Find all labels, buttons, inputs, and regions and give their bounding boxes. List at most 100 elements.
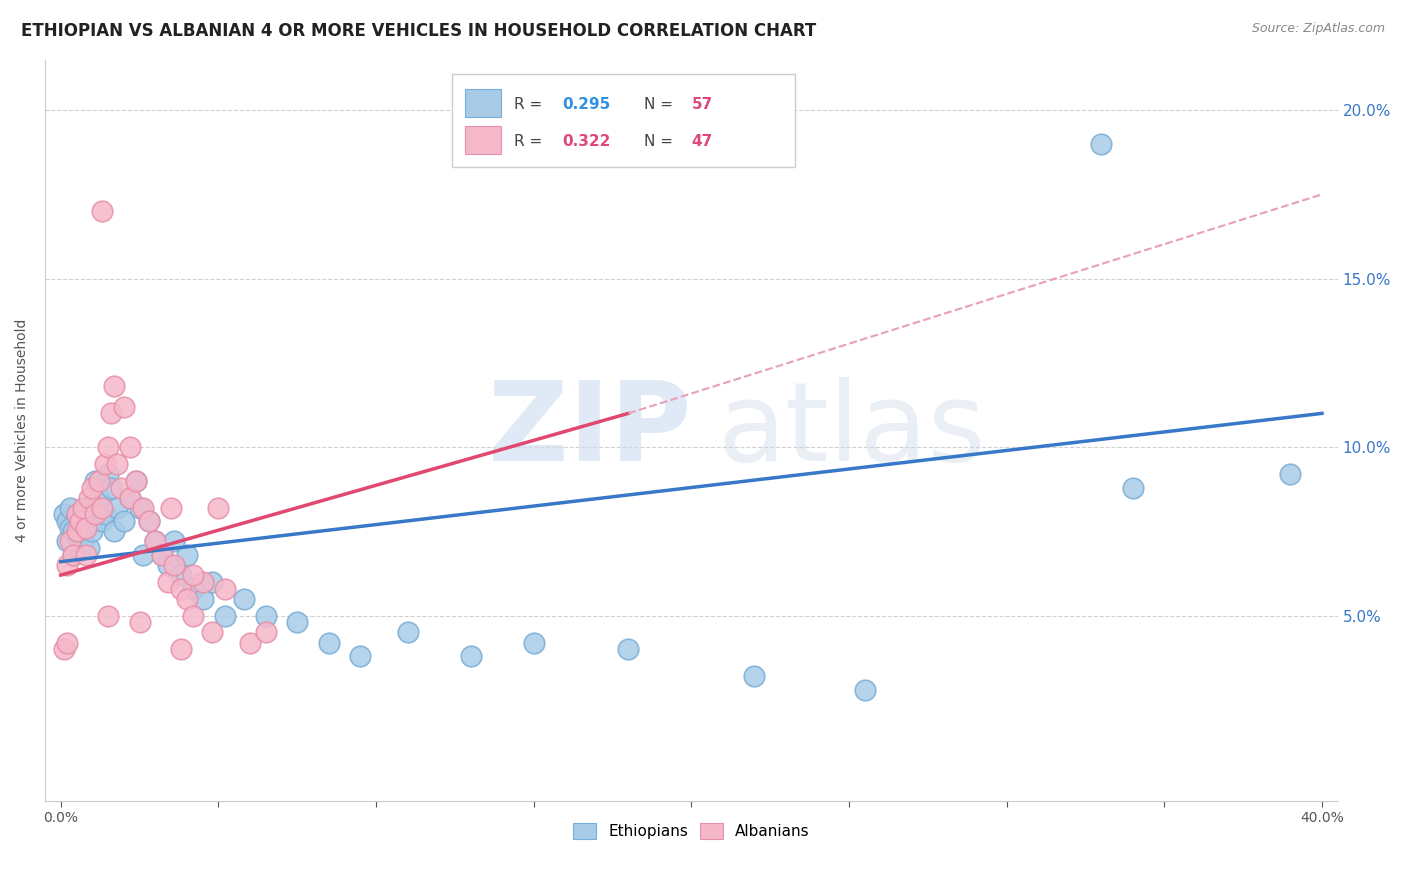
Point xyxy=(62,548,84,562)
Text: R =: R = xyxy=(515,96,547,112)
Point xyxy=(103,524,125,539)
Point xyxy=(65,524,87,539)
Text: ZIP: ZIP xyxy=(488,376,692,483)
Point xyxy=(460,648,482,663)
Point xyxy=(156,574,179,589)
Point xyxy=(285,615,308,630)
Point xyxy=(169,642,191,657)
Point xyxy=(112,400,135,414)
Point xyxy=(87,474,110,488)
Y-axis label: 4 or more Vehicles in Household: 4 or more Vehicles in Household xyxy=(15,318,30,542)
Point xyxy=(77,491,100,505)
Point xyxy=(97,467,120,481)
FancyBboxPatch shape xyxy=(453,74,794,167)
Point xyxy=(176,548,198,562)
Point xyxy=(65,508,87,522)
Point xyxy=(254,608,277,623)
Point xyxy=(52,508,75,522)
Point xyxy=(69,521,91,535)
Point xyxy=(132,500,155,515)
Point xyxy=(94,457,117,471)
Point xyxy=(125,474,148,488)
Point xyxy=(396,625,419,640)
Point xyxy=(59,500,82,515)
Text: 0.295: 0.295 xyxy=(562,96,610,112)
Point xyxy=(191,574,214,589)
Text: ETHIOPIAN VS ALBANIAN 4 OR MORE VEHICLES IN HOUSEHOLD CORRELATION CHART: ETHIOPIAN VS ALBANIAN 4 OR MORE VEHICLES… xyxy=(21,22,817,40)
Point xyxy=(128,500,150,515)
Point xyxy=(107,457,129,471)
Point xyxy=(523,635,546,649)
Point xyxy=(75,548,97,562)
Point xyxy=(77,514,100,528)
Point xyxy=(163,558,186,572)
Point xyxy=(201,625,224,640)
Point xyxy=(112,514,135,528)
Point xyxy=(617,642,640,657)
Point xyxy=(82,481,104,495)
Point xyxy=(132,548,155,562)
Point xyxy=(100,406,122,420)
Point xyxy=(181,568,204,582)
FancyBboxPatch shape xyxy=(465,126,502,153)
Point xyxy=(87,491,110,505)
Point xyxy=(72,534,94,549)
Point xyxy=(100,481,122,495)
Point xyxy=(56,635,79,649)
Point xyxy=(120,491,142,505)
Point xyxy=(120,491,142,505)
Point xyxy=(94,508,117,522)
Text: N =: N = xyxy=(644,134,678,149)
Point xyxy=(75,521,97,535)
Point xyxy=(82,500,104,515)
Text: N =: N = xyxy=(644,96,678,112)
Point xyxy=(82,524,104,539)
Point xyxy=(232,591,254,606)
Point xyxy=(318,635,340,649)
Point xyxy=(56,534,79,549)
Point xyxy=(72,500,94,515)
Point xyxy=(90,514,112,528)
Point xyxy=(181,608,204,623)
Point xyxy=(169,582,191,596)
Text: 47: 47 xyxy=(692,134,713,149)
Point xyxy=(1122,481,1144,495)
Point xyxy=(156,558,179,572)
Point xyxy=(125,474,148,488)
Point xyxy=(62,548,84,562)
Point xyxy=(160,500,183,515)
Point xyxy=(90,204,112,219)
Point xyxy=(75,500,97,515)
Point xyxy=(1090,136,1112,151)
Point xyxy=(853,682,876,697)
Text: Source: ZipAtlas.com: Source: ZipAtlas.com xyxy=(1251,22,1385,36)
Point xyxy=(163,534,186,549)
Point xyxy=(201,574,224,589)
Point xyxy=(97,440,120,454)
Point xyxy=(103,379,125,393)
Point xyxy=(239,635,262,649)
Text: R =: R = xyxy=(515,134,547,149)
Point xyxy=(110,481,132,495)
Point xyxy=(62,524,84,539)
Point xyxy=(69,541,91,556)
Text: atlas: atlas xyxy=(717,376,986,483)
Point xyxy=(52,642,75,657)
Point xyxy=(97,608,120,623)
Point xyxy=(65,527,87,541)
Point xyxy=(72,514,94,528)
Point xyxy=(138,514,160,528)
Point xyxy=(84,508,107,522)
Point xyxy=(56,558,79,572)
Point xyxy=(59,534,82,549)
Point xyxy=(120,440,142,454)
Point xyxy=(90,500,112,515)
Point xyxy=(349,648,371,663)
Point xyxy=(128,615,150,630)
Point xyxy=(84,474,107,488)
Point xyxy=(181,582,204,596)
Point xyxy=(143,534,166,549)
Text: 0.322: 0.322 xyxy=(562,134,610,149)
Text: 57: 57 xyxy=(692,96,713,112)
Point xyxy=(1279,467,1302,481)
